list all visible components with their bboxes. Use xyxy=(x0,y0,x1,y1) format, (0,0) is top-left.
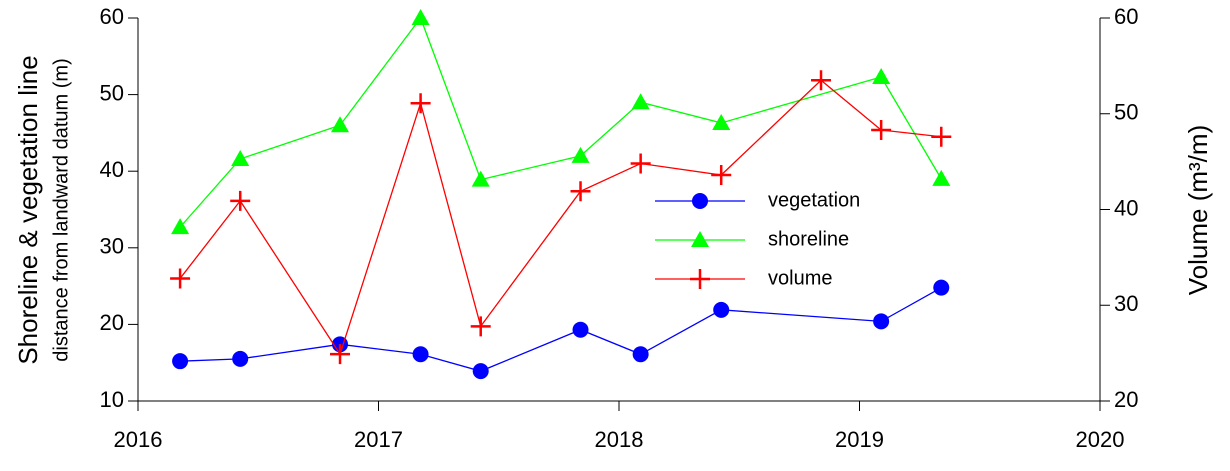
marker xyxy=(330,344,351,365)
marker xyxy=(932,169,951,186)
series-line xyxy=(180,287,942,372)
marker xyxy=(872,67,891,84)
marker xyxy=(230,190,251,211)
marker xyxy=(471,170,490,187)
marker xyxy=(232,350,249,367)
y-axis-label: Shoreline & vegetation line xyxy=(13,55,43,364)
marker xyxy=(811,70,832,91)
y-tick-label: 60 xyxy=(100,4,124,29)
marker xyxy=(692,193,708,209)
marker xyxy=(570,181,591,202)
marker xyxy=(411,9,430,25)
marker xyxy=(871,120,892,141)
marker xyxy=(410,93,431,114)
marker xyxy=(713,301,730,318)
y-tick-label: 50 xyxy=(100,80,124,105)
marker xyxy=(231,149,250,166)
marker xyxy=(711,165,732,186)
x-tick-label: 2020 xyxy=(1076,427,1125,452)
y-tick-label: 10 xyxy=(100,387,124,412)
marker xyxy=(630,153,651,174)
marker xyxy=(472,363,489,380)
y-tick-label: 40 xyxy=(100,157,124,182)
marker xyxy=(470,316,491,337)
x-tick-label: 2018 xyxy=(595,427,644,452)
marker xyxy=(691,231,709,247)
y2-tick-label: 50 xyxy=(1114,100,1138,125)
marker xyxy=(873,313,890,330)
y2-tick-label: 60 xyxy=(1114,4,1138,29)
y-axis-sublabel: distance from landward datum (m) xyxy=(50,58,72,361)
marker xyxy=(412,346,429,363)
marker xyxy=(931,126,952,147)
marker xyxy=(172,353,189,370)
marker xyxy=(631,93,650,110)
legend-label: volume xyxy=(768,267,832,289)
legend-label: shoreline xyxy=(768,228,849,250)
x-tick-label: 2017 xyxy=(354,427,403,452)
marker xyxy=(712,113,731,130)
marker xyxy=(170,268,191,289)
marker xyxy=(632,346,649,363)
marker xyxy=(331,116,350,133)
marker xyxy=(572,321,589,338)
y2-tick-label: 30 xyxy=(1114,291,1138,316)
x-tick-label: 2016 xyxy=(114,427,163,452)
legend-label: vegetation xyxy=(768,189,860,211)
marker xyxy=(933,279,950,296)
x-tick-label: 2019 xyxy=(835,427,884,452)
y2-tick-label: 20 xyxy=(1114,387,1138,412)
marker xyxy=(171,218,190,235)
marker xyxy=(690,269,710,289)
y-tick-label: 20 xyxy=(100,310,124,335)
marker xyxy=(571,146,590,163)
y2-tick-label: 40 xyxy=(1114,195,1138,220)
y2-axis-label: Volume (m³/m) xyxy=(1183,125,1213,295)
y-tick-label: 30 xyxy=(100,234,124,259)
